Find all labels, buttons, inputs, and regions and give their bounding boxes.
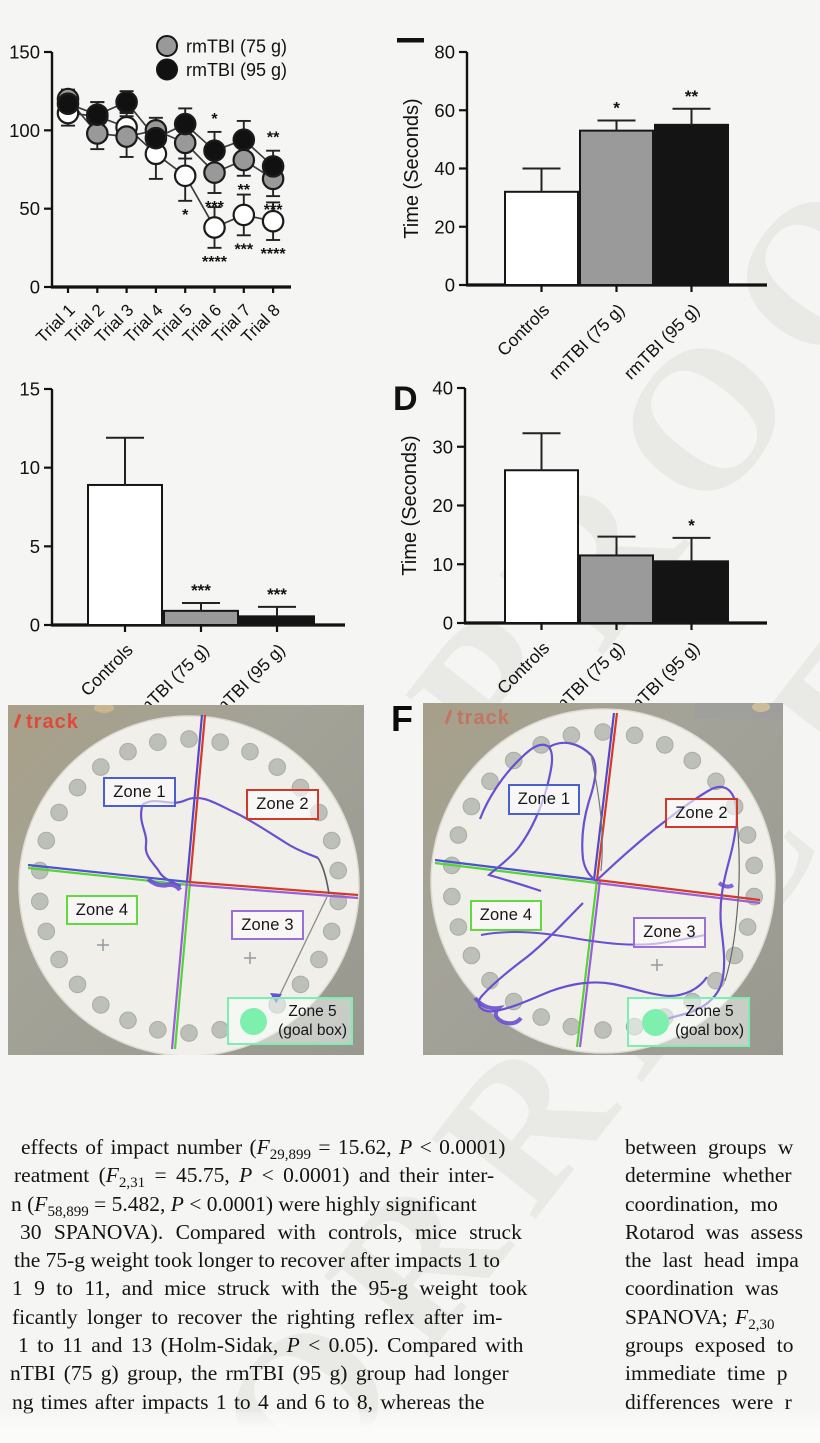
svg-text:rmTBI (95 g): rmTBI (95 g) xyxy=(186,60,287,80)
text-line: Rotarod was assess xyxy=(625,1219,804,1244)
svg-text:****: **** xyxy=(202,254,228,271)
svg-text:Time (Seconds): Time (Seconds) xyxy=(399,435,421,575)
panel-f-label: F xyxy=(391,698,413,739)
goal-circle-icon xyxy=(240,1008,267,1035)
svg-text:15: 15 xyxy=(19,379,40,400)
zone-1-box: Zone 1 xyxy=(508,784,580,815)
goal-box-label: Zone 5 (goal box) xyxy=(675,1003,744,1039)
svg-text:D: D xyxy=(393,380,418,418)
svg-text:30: 30 xyxy=(432,436,453,457)
text-line: ficantly longer to recover the righting … xyxy=(12,1304,503,1329)
svg-text:5: 5 xyxy=(30,536,40,557)
svg-text:Controls: Controls xyxy=(493,638,553,698)
svg-text:**: ** xyxy=(238,182,251,199)
track-label: track xyxy=(447,707,510,730)
text-line: determine whether xyxy=(625,1163,792,1188)
svg-text:***: *** xyxy=(267,585,287,604)
svg-text:Controls: Controls xyxy=(493,300,553,360)
text-line: 30 SPANOVA). Compared with controls, mic… xyxy=(20,1219,522,1244)
body-text-right-column: between groups w determine whether coordin… xyxy=(625,1133,820,1416)
svg-text:10: 10 xyxy=(432,554,453,575)
svg-text:40: 40 xyxy=(434,158,455,179)
svg-text:0: 0 xyxy=(443,613,453,634)
text-line: reatment (F2,31 = 45.75, P < 0.0001) and… xyxy=(14,1163,495,1190)
svg-text:***: *** xyxy=(234,241,253,258)
body-text-left-column: effects of impact number (F29,899 = 15.6… xyxy=(6,1133,590,1416)
panel-e-barnes-maze-track-photo: track Zone 1 Zone 2 Zone 4 Zone 3 Zone 5… xyxy=(8,705,364,1055)
svg-text:0: 0 xyxy=(30,277,40,298)
svg-text:50: 50 xyxy=(19,198,40,219)
svg-text:***: *** xyxy=(205,199,224,216)
text-line: n (F58,899 = 5.482, P < 0.0001) were hig… xyxy=(11,1191,477,1218)
svg-text:****: **** xyxy=(261,246,287,263)
zone-3-box: Zone 3 xyxy=(633,917,706,948)
text-line: nTBI (75 g) group, the rmTBI (95 g) grou… xyxy=(10,1361,509,1386)
zone-2-box: Zone 2 xyxy=(665,798,738,828)
zone-2-box: Zone 2 xyxy=(246,789,319,820)
text-line: 1 to 11 and 13 (Holm-Sidak, P < 0.05). C… xyxy=(18,1333,524,1358)
text-line: coordination was xyxy=(625,1276,779,1301)
svg-text:***: *** xyxy=(191,581,211,600)
svg-text:40: 40 xyxy=(432,378,453,399)
text-line: effects of impact number (F29,899 = 15.6… xyxy=(21,1135,506,1162)
text-line: differences were r xyxy=(625,1389,792,1414)
svg-text:*: * xyxy=(211,111,218,128)
svg-text:60: 60 xyxy=(434,100,455,121)
text-line: between groups w xyxy=(625,1135,794,1159)
page-bottom-crop xyxy=(0,1412,820,1443)
zone-1-box: Zone 1 xyxy=(103,777,176,807)
text-line: coordination, mo xyxy=(625,1191,778,1216)
zone-5-goal-box: Zone 5 (goal box) xyxy=(627,997,750,1047)
goal-circle-icon xyxy=(642,1009,669,1036)
svg-text:***: *** xyxy=(264,202,283,219)
svg-text:20: 20 xyxy=(434,216,455,237)
text-line: immediate time p xyxy=(625,1361,788,1386)
svg-text:*: * xyxy=(613,98,620,117)
track-label: track xyxy=(16,711,79,734)
svg-text:0: 0 xyxy=(445,275,455,296)
text-line: the 75-g weight took longer to recover a… xyxy=(14,1248,500,1273)
svg-text:10: 10 xyxy=(19,457,40,478)
panel-f-barnes-maze-track-photo: track Zone 1 Zone 2 Zone 4 Zone 3 Zone 5… xyxy=(423,703,783,1055)
text-line: groups exposed to xyxy=(625,1333,794,1358)
svg-text:80: 80 xyxy=(434,42,455,63)
text-line: SPANOVA; F2,30 xyxy=(625,1304,775,1332)
svg-text:*: * xyxy=(688,516,695,535)
maze-f-image xyxy=(423,703,783,1055)
zone-4-box: Zone 4 xyxy=(470,900,542,931)
svg-text:Time (Seconds): Time (Seconds) xyxy=(401,98,423,238)
zone-4-box: Zone 4 xyxy=(66,895,138,925)
goal-box-label: Zone 5 (goal box) xyxy=(278,1003,347,1039)
svg-text:20: 20 xyxy=(432,495,453,516)
svg-text:**: ** xyxy=(685,87,699,106)
svg-text:**: ** xyxy=(267,130,280,147)
zone-5-goal-box: Zone 5 (goal box) xyxy=(227,997,353,1045)
zone-3-box: Zone 3 xyxy=(231,910,304,940)
svg-text:100: 100 xyxy=(9,120,40,141)
text-line: ng times after impacts 1 to 4 and 6 to 8… xyxy=(12,1389,485,1414)
svg-text:Controls: Controls xyxy=(77,640,137,700)
text-line: 1 9 to 11, and mice struck with the 95-g… xyxy=(12,1276,528,1301)
text-line: the last head impa xyxy=(625,1248,799,1273)
svg-text:rmTBI (75 g): rmTBI (75 g) xyxy=(186,37,287,57)
svg-text:0: 0 xyxy=(30,615,40,636)
svg-text:*: * xyxy=(182,207,189,224)
svg-text:150: 150 xyxy=(9,42,40,63)
